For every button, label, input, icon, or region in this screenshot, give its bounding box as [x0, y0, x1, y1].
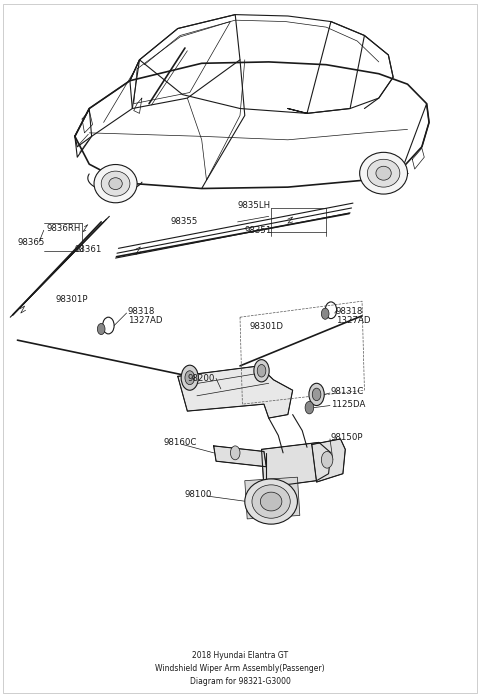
Circle shape: [181, 365, 198, 390]
Polygon shape: [214, 446, 266, 467]
Ellipse shape: [101, 171, 130, 196]
Ellipse shape: [367, 160, 400, 187]
Text: 98365: 98365: [17, 238, 45, 247]
Text: 98351: 98351: [245, 226, 272, 235]
Circle shape: [322, 308, 329, 319]
Text: 2018 Hyundai Elantra GT
Windshield Wiper Arm Assembly(Passenger)
Diagram for 983: 2018 Hyundai Elantra GT Windshield Wiper…: [155, 651, 325, 686]
Ellipse shape: [260, 492, 282, 511]
Text: 98131C: 98131C: [331, 387, 364, 396]
Text: 1327AD: 1327AD: [336, 316, 370, 325]
Circle shape: [230, 446, 240, 460]
Text: 98160C: 98160C: [163, 438, 197, 447]
Ellipse shape: [360, 153, 408, 194]
Text: 98355: 98355: [170, 217, 198, 227]
Text: 98150P: 98150P: [331, 433, 363, 442]
Text: 1125DA: 1125DA: [331, 399, 365, 408]
Polygon shape: [245, 477, 300, 519]
Circle shape: [257, 365, 266, 377]
Polygon shape: [178, 366, 293, 418]
Text: 98301P: 98301P: [56, 296, 88, 305]
Polygon shape: [312, 439, 345, 482]
Ellipse shape: [376, 167, 391, 180]
Text: 1327AD: 1327AD: [128, 316, 162, 325]
Ellipse shape: [94, 164, 137, 203]
Text: 9835LH: 9835LH: [238, 201, 271, 210]
Ellipse shape: [109, 178, 122, 190]
Circle shape: [322, 452, 333, 468]
Circle shape: [185, 371, 194, 385]
Circle shape: [309, 383, 324, 406]
Circle shape: [97, 323, 105, 335]
Text: 98361: 98361: [75, 245, 102, 254]
Polygon shape: [262, 443, 331, 488]
Ellipse shape: [245, 479, 298, 524]
Text: 98200: 98200: [187, 374, 215, 383]
Text: 98318: 98318: [128, 307, 155, 316]
Circle shape: [305, 401, 314, 414]
Text: 98318: 98318: [336, 307, 363, 316]
Circle shape: [312, 388, 321, 401]
Text: 98301D: 98301D: [250, 322, 284, 331]
Text: 9836RH: 9836RH: [46, 224, 81, 233]
Circle shape: [254, 360, 269, 382]
Ellipse shape: [252, 485, 290, 519]
Text: 98100: 98100: [185, 490, 212, 499]
